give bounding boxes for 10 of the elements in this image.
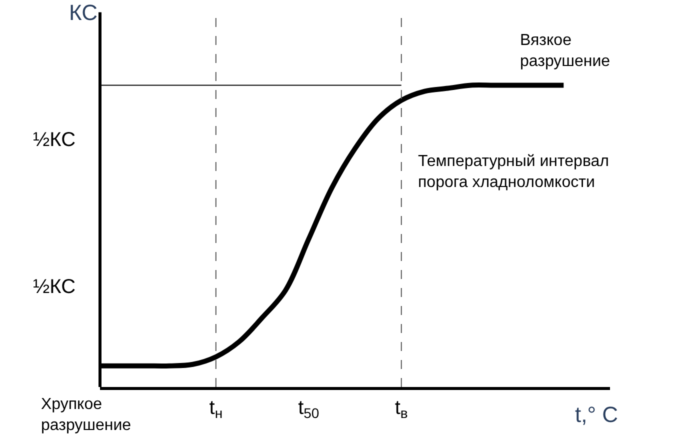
x-axis-title: t,° C xyxy=(575,402,618,427)
text: Хрупкое разрушение xyxy=(41,396,132,434)
text: ½КС xyxy=(33,129,76,151)
text: ½КС xyxy=(33,276,76,298)
text: Вязкое разрушение xyxy=(520,32,610,70)
x-tick-label: t$_{н}$ xyxy=(209,397,223,422)
annotation: Температурный интервал порога хладноломкости xyxy=(418,153,609,191)
x-tick-label: t$_{50}$ xyxy=(298,397,320,422)
y-axis-title: КС xyxy=(69,0,98,25)
x-tick-label: t$_{в}$ xyxy=(394,397,408,422)
